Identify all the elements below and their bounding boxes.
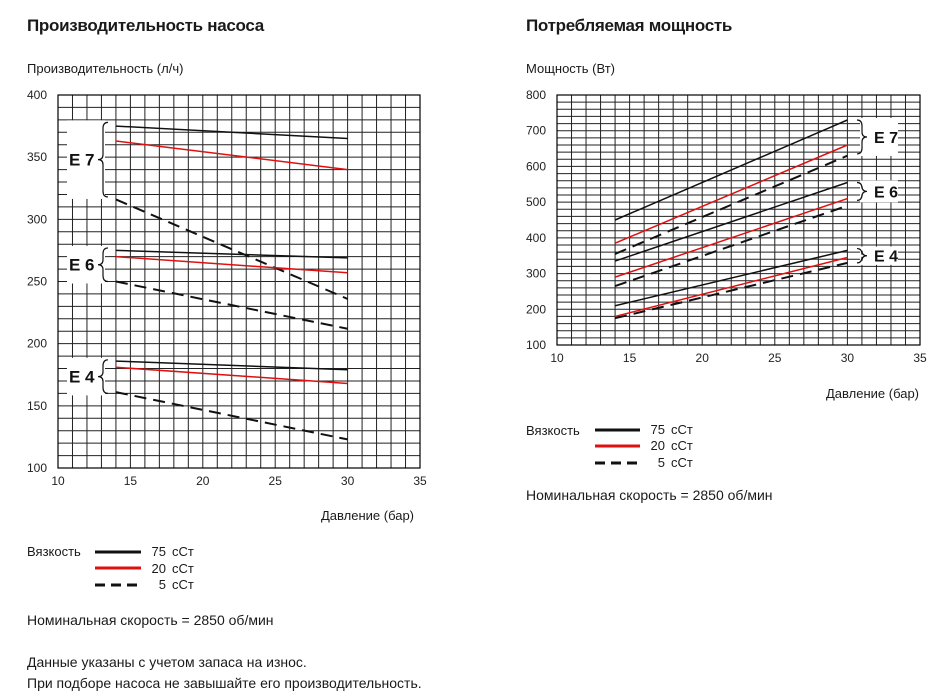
left-x-tick-label: 15: [124, 474, 138, 488]
footnote-dont-oversize: При подборе насоса не завышайте его прои…: [27, 675, 422, 691]
right-y-tick-label: 100: [526, 338, 546, 352]
left-y-tick-label: 100: [27, 461, 47, 475]
right-legend-title: Вязкость: [526, 423, 580, 438]
left-legend-value-75: 75: [151, 544, 166, 559]
left-legend-value-20: 20: [151, 561, 166, 576]
left-series-e7-75: [115, 125, 348, 140]
left-x-tick-label: 20: [196, 474, 210, 488]
left-x-tick-label: 35: [413, 474, 427, 488]
left-y-tick-label: 150: [27, 399, 47, 413]
right-series-e7-75: [614, 119, 848, 221]
right-group-brace: [856, 119, 868, 155]
right-y-tick-label: 200: [526, 302, 546, 316]
right-x-axis-label: Давление (бар): [826, 386, 920, 401]
left-y-tick-label: 300: [27, 212, 47, 226]
left-series-e6-75: [115, 249, 348, 259]
right-legend-unit-5: сСт: [671, 455, 693, 470]
right-group-e6: E 6: [856, 180, 898, 203]
right-series-e7-20: [614, 144, 848, 244]
left-y-tick-label: 200: [27, 337, 47, 351]
left-y-tick-label: 250: [27, 275, 47, 289]
left-x-tick-label: 25: [269, 474, 283, 488]
left-group-brace: [97, 359, 109, 394]
left-group-label: E 4: [69, 368, 95, 387]
right-y-tick-label: 800: [526, 88, 546, 102]
left-x-axis-label: Давление (бар): [321, 508, 415, 523]
left-plot-frame: [57, 94, 421, 469]
left-series-e4-5: [115, 391, 348, 441]
left-nominal-speed: Номинальная скорость = 2850 об/мин: [27, 612, 274, 628]
right-group-label-bg: [860, 246, 898, 265]
right-group-label: E 7: [874, 130, 898, 147]
right-y-tick-label: 700: [526, 124, 546, 138]
right-group-brace: [856, 181, 868, 201]
right-series-e4-75: [614, 249, 848, 307]
footnote-wear-margin: Данные указаны с учетом запаса на износ.: [27, 654, 307, 670]
left-group-e6: E 6: [67, 245, 109, 284]
right-series-e6-5: [614, 204, 848, 288]
left-group-e4: E 4: [67, 357, 109, 396]
right-x-tick-label: 25: [768, 351, 782, 365]
left-group-e7: E 7: [67, 120, 109, 199]
right-y-tick-label: 300: [526, 267, 546, 281]
right-x-tick-label: 30: [841, 351, 855, 365]
left-series-e4-75: [115, 360, 348, 371]
right-nominal-speed: Номинальная скорость = 2850 об/мин: [526, 487, 773, 503]
right-x-tick-label: 20: [696, 351, 710, 365]
right-y-axis-label: Мощность (Вт): [526, 61, 616, 76]
left-group-label: E 6: [69, 256, 95, 275]
right-chart-title: Потребляемая мощность: [526, 16, 733, 35]
left-series-e7-5: [115, 198, 348, 300]
left-legend-unit-5: сСт: [172, 577, 194, 592]
right-y-tick-label: 400: [526, 231, 546, 245]
right-plot-frame: [556, 94, 921, 346]
right-group-e4: E 4: [856, 246, 898, 266]
right-y-tick-label: 500: [526, 195, 546, 209]
left-group-brace: [97, 121, 109, 198]
left-legend-title: Вязкость: [27, 544, 81, 559]
right-legend-value-20: 20: [650, 438, 665, 453]
left-legend-unit-75: сСт: [172, 544, 194, 559]
right-group-e7: E 7: [856, 118, 898, 156]
left-series-e6-20: [115, 255, 348, 274]
left-series-e7-20: [115, 140, 348, 171]
right-group-label-bg: [860, 180, 898, 203]
right-series-e7-5: [614, 154, 848, 255]
left-x-tick-label: 10: [51, 474, 65, 488]
right-group-label: E 4: [874, 249, 898, 266]
left-legend-unit-20: сСт: [172, 561, 194, 576]
left-series-e6-5: [115, 280, 348, 330]
left-y-tick-label: 350: [27, 150, 47, 164]
right-legend-value-5: 5: [657, 455, 665, 470]
right-x-tick-label: 10: [550, 351, 564, 365]
left-group-brace: [97, 247, 109, 283]
left-legend-value-5: 5: [158, 577, 166, 592]
left-chart-title: Производительность насоса: [27, 16, 264, 35]
right-legend-unit-20: сСт: [671, 438, 693, 453]
right-grid: [556, 94, 921, 346]
right-legend-unit-75: сСт: [671, 422, 693, 437]
left-series-e4-20: [115, 366, 348, 385]
right-y-tick-label: 600: [526, 159, 546, 173]
right-x-tick-label: 15: [623, 351, 637, 365]
left-y-axis-label: Производительность (л/ч): [27, 61, 184, 76]
right-group-brace: [856, 247, 868, 264]
right-series-e4-5: [614, 261, 848, 320]
left-y-tick-label: 400: [27, 88, 47, 102]
right-series-e6-20: [614, 197, 848, 278]
left-x-tick-label: 30: [341, 474, 355, 488]
right-series-e4-20: [614, 256, 848, 318]
left-group-label: E 7: [69, 151, 95, 170]
right-series-e6-75: [614, 181, 848, 262]
right-group-label: E 6: [874, 184, 898, 201]
right-x-tick-label: 35: [913, 351, 927, 365]
right-legend-value-75: 75: [650, 422, 665, 437]
